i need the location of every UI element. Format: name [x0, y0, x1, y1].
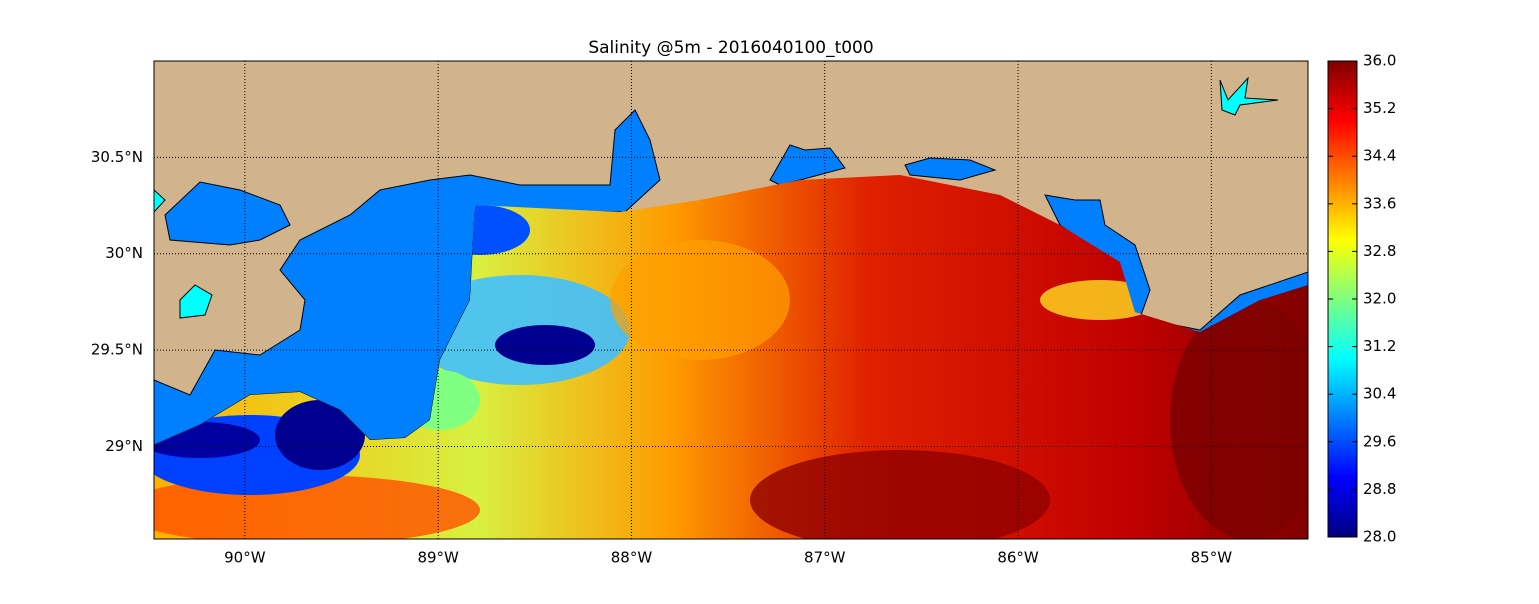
map-body [154, 61, 1308, 539]
salinity-patch [610, 240, 790, 360]
y-tick-label: 29°N [105, 437, 143, 455]
x-tick-label: 85°W [1191, 549, 1233, 567]
y-tick-label: 30.5°N [91, 148, 143, 166]
colorbar-tick-label: 34.4 [1363, 147, 1396, 165]
colorbar-tick-label: 32.8 [1363, 242, 1396, 260]
salinity-patch [275, 400, 365, 470]
y-tick-label: 30°N [105, 244, 143, 262]
bay [769, 144, 846, 186]
salinity-patch [1170, 300, 1308, 539]
salinity-patch [750, 450, 1050, 539]
colorbar-tick-label: 28.8 [1363, 480, 1396, 498]
colorbar-tick-label: 36.0 [1363, 52, 1396, 70]
x-tick-label: 86°W [997, 549, 1039, 567]
x-tick-label: 88°W [611, 549, 653, 567]
colorbar-tick-label: 35.2 [1363, 99, 1396, 117]
salinity-patch [154, 475, 480, 539]
x-tick-label: 90°W [224, 549, 266, 567]
graticule [154, 61, 1308, 539]
x-tick-label: 89°W [417, 549, 459, 567]
map-frame [153, 60, 1309, 540]
y-tick-label: 29.5°N [91, 341, 143, 359]
bay [904, 157, 997, 181]
x-tick-label: 87°W [804, 549, 846, 567]
lake [179, 284, 213, 319]
lake [164, 181, 291, 246]
map-title: Salinity @5m - 2016040100_t000 [588, 38, 873, 58]
colorbar-tick-label: 29.6 [1363, 432, 1396, 450]
colorbar-tick-label: 31.2 [1363, 337, 1396, 355]
lake [1219, 76, 1279, 116]
colorbar-tick-label: 30.4 [1363, 385, 1396, 403]
salinity-patch [495, 325, 595, 365]
colorbar-tick-label: 28.0 [1363, 528, 1396, 546]
colorbar-tick-label: 32.0 [1363, 290, 1396, 308]
lake [154, 189, 166, 213]
colorbar-tick-label: 33.6 [1363, 194, 1396, 212]
